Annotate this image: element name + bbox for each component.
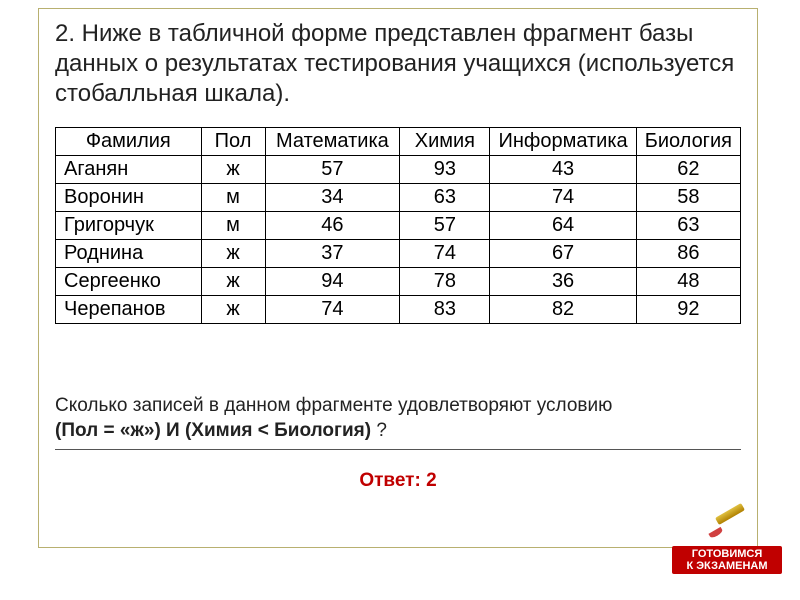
badge-line1: ГОТОВИМСЯ xyxy=(692,548,763,560)
badge-tag: ГОТОВИМСЯ К ЭКЗАМЕНАМ xyxy=(672,546,782,574)
table-cell: 64 xyxy=(490,212,636,240)
table-cell: Воронин xyxy=(56,184,202,212)
table-header-row: ФамилияПолМатематикаХимияИнформатикаБиол… xyxy=(56,128,741,156)
table-cell: 58 xyxy=(636,184,740,212)
table-cell: 48 xyxy=(636,268,740,296)
table-cell: 36 xyxy=(490,268,636,296)
table-cell: Аганян xyxy=(56,156,202,184)
table-cell: 63 xyxy=(636,212,740,240)
table-cell: ж xyxy=(201,296,265,324)
table-row: Сергеенкож94783648 xyxy=(56,268,741,296)
table-cell: 63 xyxy=(400,184,490,212)
table-header-cell: Фамилия xyxy=(56,128,202,156)
table-header-cell: Биология xyxy=(636,128,740,156)
pencil-icon xyxy=(707,504,747,544)
table-cell: Григорчук xyxy=(56,212,202,240)
table-row: Роднинаж37746786 xyxy=(56,240,741,268)
table-cell: 34 xyxy=(265,184,400,212)
slide-frame: 2. Ниже в табличной форме представлен фр… xyxy=(38,8,758,548)
table-cell: м xyxy=(201,184,265,212)
table-cell: 83 xyxy=(400,296,490,324)
table-cell: 74 xyxy=(400,240,490,268)
table-cell: 93 xyxy=(400,156,490,184)
answer-text: Ответ: 2 xyxy=(55,470,741,492)
table-cell: 46 xyxy=(265,212,400,240)
table-cell: 37 xyxy=(265,240,400,268)
table-cell: Сергеенко xyxy=(56,268,202,296)
table-cell: 82 xyxy=(490,296,636,324)
question-block: Сколько записей в данном фрагменте удовл… xyxy=(55,394,741,443)
table-cell: м xyxy=(201,212,265,240)
question-condition: (Пол = «ж») И (Химия < Биология) xyxy=(55,420,371,441)
table-cell: Черепанов xyxy=(56,296,202,324)
divider xyxy=(55,449,741,450)
table-cell: 74 xyxy=(265,296,400,324)
question-lead: Сколько записей в данном фрагменте удовл… xyxy=(55,395,612,416)
table-row: Черепановж74838292 xyxy=(56,296,741,324)
table-cell: 86 xyxy=(636,240,740,268)
badge-line2: К ЭКЗАМЕНАМ xyxy=(686,560,767,572)
table-header-cell: Математика xyxy=(265,128,400,156)
table-cell: 67 xyxy=(490,240,636,268)
table-cell: 57 xyxy=(400,212,490,240)
exam-badge: ГОТОВИМСЯ К ЭКЗАМЕНАМ xyxy=(672,504,782,574)
question-tail: ? xyxy=(371,420,387,441)
table-cell: ж xyxy=(201,268,265,296)
table-cell: 74 xyxy=(490,184,636,212)
table-head: ФамилияПолМатематикаХимияИнформатикаБиол… xyxy=(56,128,741,156)
table-cell: ж xyxy=(201,156,265,184)
table-header-cell: Пол xyxy=(201,128,265,156)
table-header-cell: Информатика xyxy=(490,128,636,156)
table-header-cell: Химия xyxy=(400,128,490,156)
table-body: Аганянж57934362Воронинм34637458Григорчук… xyxy=(56,156,741,324)
table-cell: ж xyxy=(201,240,265,268)
table-cell: 43 xyxy=(490,156,636,184)
table-row: Воронинм34637458 xyxy=(56,184,741,212)
table-cell: 62 xyxy=(636,156,740,184)
table-row: Григорчукм46576463 xyxy=(56,212,741,240)
table-row: Аганянж57934362 xyxy=(56,156,741,184)
table-cell: 94 xyxy=(265,268,400,296)
table-cell: 57 xyxy=(265,156,400,184)
table-cell: 92 xyxy=(636,296,740,324)
table-cell: Роднина xyxy=(56,240,202,268)
table-cell: 78 xyxy=(400,268,490,296)
task-title: 2. Ниже в табличной форме представлен фр… xyxy=(55,19,741,109)
scores-table: ФамилияПолМатематикаХимияИнформатикаБиол… xyxy=(55,127,741,324)
